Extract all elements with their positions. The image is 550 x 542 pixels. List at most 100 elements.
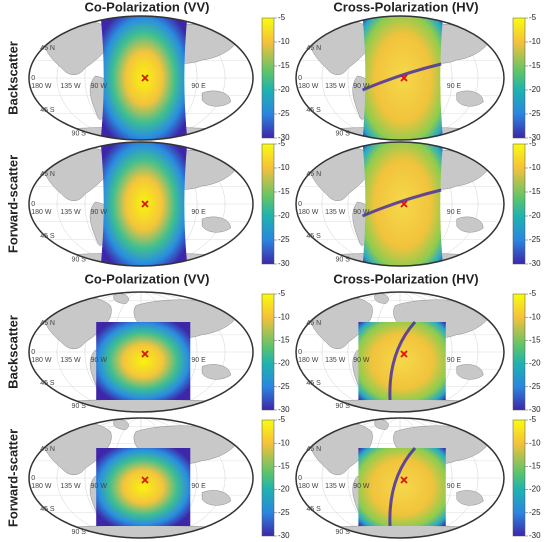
- graticule: [56, 142, 226, 266]
- colorbar-tick-label: -10: [278, 312, 290, 321]
- lat-label: 0: [31, 349, 35, 356]
- colorbar-tick-label: -30: [529, 259, 541, 268]
- colorbar-tick-label: -5: [278, 13, 286, 22]
- graticule: [347, 142, 453, 266]
- lon-label: 90 W: [91, 209, 108, 216]
- lat-label: 90 S: [72, 529, 87, 536]
- lat-label: 45 S: [40, 107, 55, 114]
- land: [456, 216, 484, 233]
- column-title: Cross-Polarization (HV): [333, 271, 478, 286]
- colorbar: [512, 143, 526, 265]
- column-title: Co-Polarization (VV): [85, 271, 210, 286]
- column-title: Co-Polarization (VV): [85, 0, 210, 14]
- lon-label: 135 W: [325, 357, 346, 364]
- colorbar-tick-label: -30: [278, 133, 290, 142]
- map-content: [29, 142, 253, 266]
- land: [201, 216, 231, 233]
- colorbar-tick-label: -15: [278, 462, 290, 471]
- map-outline: [295, 291, 505, 413]
- graticule: [321, 142, 479, 266]
- lon-label: 135 W: [60, 209, 81, 216]
- lat-label: 90 S: [72, 403, 87, 410]
- graticule: [321, 292, 479, 412]
- lat-label: 0: [298, 349, 302, 356]
- lon-label: 135 W: [325, 83, 346, 90]
- colorbar-tick-label: -20: [278, 359, 290, 368]
- land: [374, 293, 389, 304]
- colorbar-tick-label: -15: [529, 61, 541, 70]
- lon-label: 180 W: [31, 209, 52, 216]
- lon-label: 180 W: [298, 209, 319, 216]
- map-panel: 45 N 0 45 S 90 S 180 W 135 W 90 W 90 E -5 -10 -15 -…: [28, 415, 290, 540]
- lat-label: 90 S: [336, 403, 351, 410]
- colorbar-tick-label: -10: [278, 37, 290, 46]
- lon-label: 90 W: [353, 357, 370, 364]
- colorbar-tick-label: -10: [278, 438, 290, 447]
- map-content: [296, 418, 504, 538]
- lat-label: 45 N: [40, 446, 55, 453]
- coverage-swath: [96, 448, 191, 526]
- colorbar: [261, 293, 275, 411]
- land: [201, 90, 231, 107]
- center-marker: [141, 350, 149, 358]
- lon-label: 90 W: [353, 209, 370, 216]
- colorbar-tick-label: -30: [278, 259, 290, 268]
- lat-label: 0: [31, 75, 35, 82]
- lon-label: 180 W: [31, 483, 52, 490]
- lon-label: 90 E: [191, 83, 206, 90]
- colorbar-tick-label: -25: [278, 235, 290, 244]
- lon-label: 180 W: [31, 83, 52, 90]
- map-panel: 45 N 0 45 S 90 S 180 W 135 W 90 W 90 E -5 -10 -15 -…: [28, 139, 290, 268]
- colorbar: [512, 293, 526, 411]
- graticule: [84, 418, 198, 538]
- lat-label: 90 S: [336, 529, 351, 536]
- lat-label: 45 N: [306, 446, 321, 453]
- colorbar-tick-label: -25: [529, 109, 541, 118]
- lat-label: 45 S: [40, 506, 55, 513]
- colorbar-tick-label: -30: [529, 531, 541, 540]
- lat-label: 0: [298, 75, 302, 82]
- map-panel: 45 N 0 45 S 90 S 180 W 135 W 90 W 90 E -5 -10 -15 -…: [295, 289, 541, 414]
- graticule: [347, 292, 453, 412]
- lon-label: 180 W: [298, 483, 319, 490]
- colorbar: [261, 17, 275, 139]
- lon-label: 135 W: [60, 83, 81, 90]
- lon-label: 90 E: [447, 209, 462, 216]
- graticule: [347, 418, 453, 538]
- lat-label: 0: [31, 201, 35, 208]
- coverage-swath: [96, 322, 191, 400]
- map-outline: [295, 417, 505, 539]
- colorbar: [512, 419, 526, 537]
- land: [456, 490, 484, 506]
- lon-label: 135 W: [325, 483, 346, 490]
- graticule: [321, 16, 479, 140]
- colorbar-tick-label: -5: [278, 139, 286, 148]
- map-panel: 45 N 0 45 S 90 S 180 W 135 W 90 W 90 E -5 -10 -15 -…: [295, 139, 541, 268]
- colorbar-tick-label: -30: [529, 405, 541, 414]
- colorbar-tick-label: -20: [278, 485, 290, 494]
- map-outline: [28, 291, 254, 413]
- lon-label: 135 W: [60, 483, 81, 490]
- graticule: [84, 292, 198, 412]
- center-marker: [400, 200, 408, 208]
- colorbar-tick-label: -10: [529, 37, 541, 46]
- map-outline: [295, 141, 505, 267]
- colorbar-tick-label: -30: [278, 531, 290, 540]
- lat-label: 0: [298, 201, 302, 208]
- lat-label: 0: [298, 475, 302, 482]
- map-outline: [28, 15, 254, 141]
- lon-label: 90 E: [447, 483, 462, 490]
- coverage-swath: [358, 322, 446, 400]
- graticule: [84, 142, 198, 266]
- lon-label: 90 E: [447, 83, 462, 90]
- map-content: [296, 292, 504, 412]
- graticule: [56, 418, 226, 538]
- lat-label: 45 S: [306, 107, 321, 114]
- land: [201, 490, 231, 506]
- center-marker: [400, 74, 408, 82]
- lat-label: 90 S: [336, 257, 351, 264]
- null-band: [388, 320, 417, 401]
- lat-label: 45 N: [40, 320, 55, 327]
- lat-label: 45 S: [40, 380, 55, 387]
